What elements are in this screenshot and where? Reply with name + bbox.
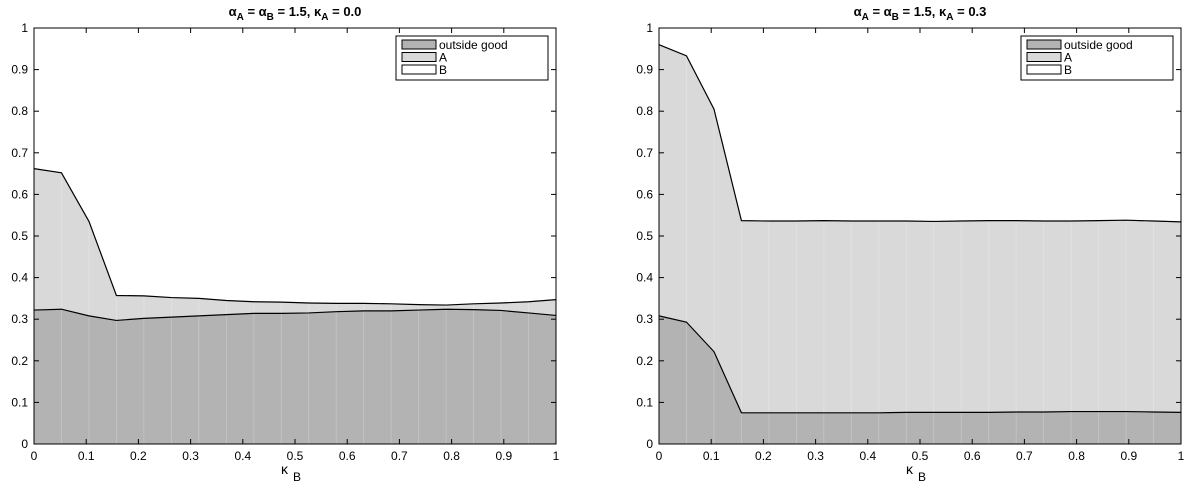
title-part-val2: = 0.3 [954,4,987,19]
x-tick-label: 1 [1178,449,1185,463]
y-tick-label: 0.5 [636,229,653,243]
legend-label: A [439,51,447,65]
title-part-b: α [259,4,267,19]
title-part-sa: A [237,12,244,23]
chart-left: 0 0.1 0.2 0.3 0.4 0.5 0.6 0.7 0.8 0.9 1 0 0.1 0.2 0.3 0… [11,4,559,484]
title-part-eq1: = [869,4,884,19]
area-outside-good [34,309,556,444]
legend-swatch [401,52,437,62]
x-tick-label: 0.8 [443,449,460,463]
x-tick-label: 0.8 [1068,449,1085,463]
y-tick-label: 0.2 [636,354,653,368]
title-part-b: α [884,4,892,19]
y-tick-label: 0 [646,437,653,451]
area-b [34,28,556,306]
x-tick-label: 0.3 [182,449,199,463]
legend-swatch [1026,64,1062,75]
boundary-line-a [658,44,1182,223]
x-tick-label: 0.9 [1120,449,1137,463]
y-tick-label: 0.3 [636,312,653,326]
y-tick-label: 0.4 [636,271,653,285]
chart-title: αA = αB = 1.5, κA = 0.0 [229,4,362,23]
title-part-val1: = 1.5, [274,4,314,19]
x-tick-label: 0 [31,449,38,463]
area-a [34,168,556,321]
x-axis-symbol: κ [906,461,914,477]
title-part-k: κ [314,4,322,19]
x-tick-label: 0.1 [78,449,95,463]
chart-title: αA = αB = 1.5, κA = 0.3 [854,4,987,23]
title-part-sk: A [321,12,328,23]
x-tick-label: 0.1 [703,449,720,463]
boundary-line-outside-good [33,308,557,322]
x-tick-label: 0.5 [912,449,929,463]
y-tick-label: 0.9 [11,63,28,77]
x-tick-label: 1 [553,449,560,463]
legend-swatch [1026,52,1062,62]
y-tick-label: 0 [21,437,28,451]
x-tick-label: 0.2 [130,449,147,463]
x-axis-symbol: κ [281,461,289,477]
x-tick-label: 0 [656,449,663,463]
area-a [659,44,1181,413]
title-part-eq1: = [244,4,259,19]
y-tick-label: 0.4 [11,271,28,285]
legend-label: B [439,63,447,77]
y-tick-label: 0.6 [11,187,28,201]
x-tick-label: 0.3 [807,449,824,463]
title-part-a: α [854,4,862,19]
x-tick-label: 0.4 [859,449,876,463]
y-tick-label: 0.7 [636,146,653,160]
x-tick-label: 0.6 [964,449,981,463]
y-tick-label: 0.7 [11,146,28,160]
title-part-a: α [229,4,237,19]
y-tick-label: 0.6 [636,187,653,201]
title-part-sa: A [862,12,869,23]
y-tick-label: 0.2 [11,354,28,368]
title-part-val2: = 0.0 [329,4,362,19]
y-tick-label: 1 [21,21,28,35]
y-tick-label: 0.3 [11,312,28,326]
boundary-line-outside-good [658,315,1182,414]
y-tick-label: 0.8 [11,104,28,118]
title-part-sb: B [892,12,899,23]
y-tick-label: 0.8 [636,104,653,118]
legend-label: outside good [1064,38,1133,52]
y-tick-label: 0.9 [636,63,653,77]
x-tick-label: 0.5 [287,449,304,463]
x-tick-label: 0.7 [391,449,408,463]
y-tick-label: 0.5 [11,229,28,243]
x-tick-label: 0.2 [755,449,772,463]
x-axis-subscript: B [293,470,301,484]
x-tick-label: 0.9 [495,449,512,463]
boundary-line-a [33,168,557,306]
x-axis-subscript: B [918,470,926,484]
legend-label: A [1064,51,1072,65]
legend-swatch [1026,39,1062,50]
legend-label: outside good [439,38,508,52]
title-part-sb: B [267,12,274,23]
x-tick-label: 0.4 [234,449,251,463]
x-tick-label: 0.6 [339,449,356,463]
y-tick-label: 0.1 [636,395,653,409]
title-part-k: κ [939,4,947,19]
x-tick-label: 0.7 [1016,449,1033,463]
legend-label: B [1064,63,1072,77]
title-part-val1: = 1.5, [899,4,939,19]
legend-swatch [401,64,437,75]
legend-swatch [401,39,437,50]
chart-right: 0 0.1 0.2 0.3 0.4 0.5 0.6 0.7 0.8 0.9 1 0 0.1 0.2 0.3 0… [636,4,1184,484]
title-part-sk: A [946,12,953,23]
y-tick-label: 1 [646,21,653,35]
y-tick-label: 0.1 [11,395,28,409]
